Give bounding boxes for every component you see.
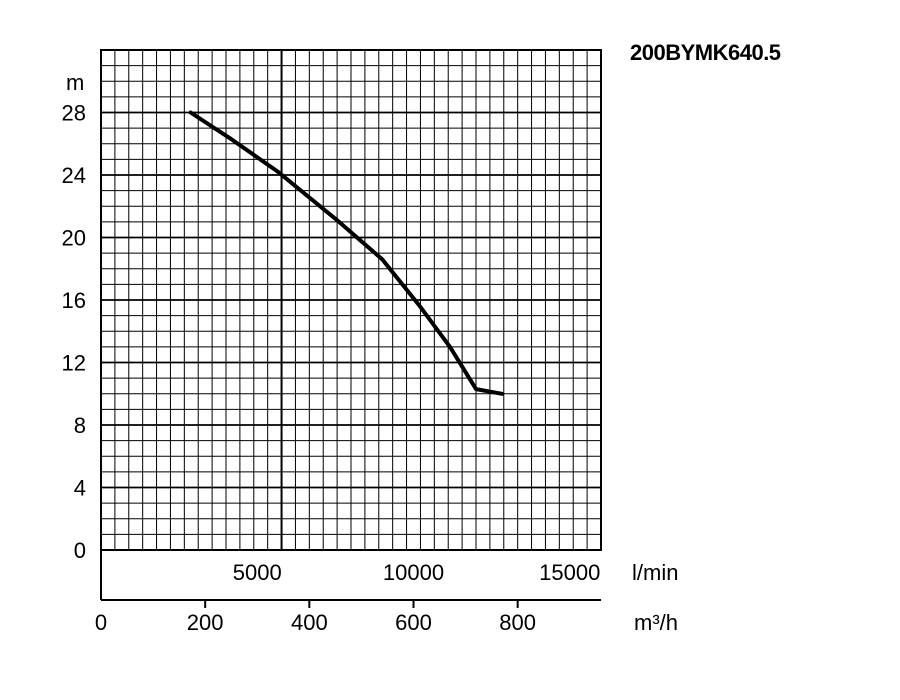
x-tick-label-lpm: 15000 <box>539 560 600 585</box>
curve-layer <box>188 110 504 396</box>
y-axis-unit: m <box>66 70 84 95</box>
y-tick-label: 8 <box>74 413 86 438</box>
y-tick-label: 12 <box>62 351 86 376</box>
x-tick-label-m3h: 600 <box>395 610 432 635</box>
x-tick-label-lpm: 10000 <box>383 560 444 585</box>
chart-title: 200BYMK640.5 <box>630 40 781 65</box>
x-axis-unit-top: l/min <box>632 560 678 585</box>
x-tick-label-m3h: 400 <box>291 610 328 635</box>
plot-border <box>100 49 602 551</box>
y-tick-label: 0 <box>74 538 86 563</box>
x-tick-label-lpm: 5000 <box>233 560 282 585</box>
x-tick-label-m3h: 200 <box>187 610 224 635</box>
y-tick-label: 16 <box>62 288 86 313</box>
y-tick-label: 20 <box>62 226 86 251</box>
axis-labels: 0 4 8 12 16 20 24 28 5000 10000 15000 0 200 400 600 800 <box>62 101 601 636</box>
y-tick-label: 24 <box>62 163 86 188</box>
x-tick-label-m3h: 0 <box>95 610 107 635</box>
x-tick-label-m3h: 800 <box>499 610 536 635</box>
y-tick-label: 4 <box>74 476 86 501</box>
grid <box>101 50 601 550</box>
head-curve-line <box>188 110 504 396</box>
x-axis-unit-bottom: m³/h <box>634 610 678 635</box>
y-tick-label: 28 <box>62 101 86 126</box>
